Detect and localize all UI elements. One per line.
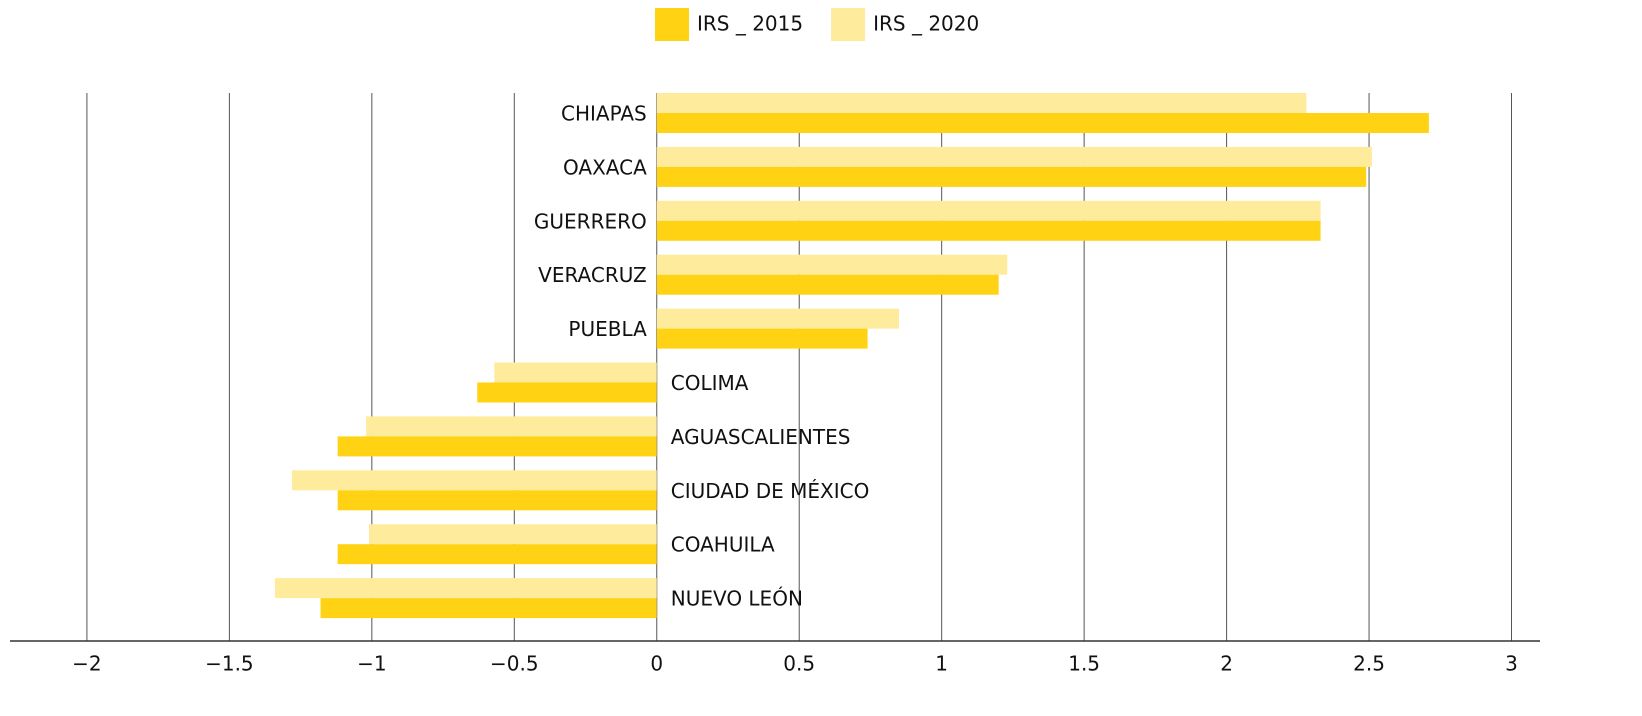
legend-label: IRS _ 2020: [873, 12, 979, 36]
bar: [656, 200, 1321, 221]
x-tick-label: 1: [935, 652, 948, 676]
bar: [656, 146, 1372, 167]
bar: [656, 308, 899, 329]
bar: [656, 274, 999, 295]
legend-swatch: [831, 8, 866, 41]
x-tick-label: −1.5: [205, 652, 254, 676]
bar: [366, 416, 657, 437]
category-label: OAXACA: [563, 155, 647, 179]
category-label: CIUDAD DE MÉXICO: [671, 479, 870, 503]
bar: [337, 436, 657, 457]
bar: [656, 328, 868, 349]
x-tick-label: 3: [1505, 652, 1518, 676]
bar: [656, 113, 1429, 133]
bar: [320, 598, 657, 619]
category-label: CHIAPAS: [561, 102, 647, 126]
x-tick-label: −1: [357, 652, 386, 676]
category-label: GUERRERO: [534, 209, 647, 233]
x-tick-label: 1.5: [1068, 652, 1100, 676]
legend-swatch: [655, 8, 689, 41]
bar: [656, 166, 1367, 187]
bar: [274, 578, 657, 599]
x-tick-label: 2.5: [1353, 652, 1385, 676]
bar: [337, 490, 657, 511]
bar: [494, 362, 657, 383]
bar: [656, 254, 1008, 275]
x-tick-label: 2: [1220, 652, 1233, 676]
bar: [368, 524, 657, 545]
category-label: COLIMA: [671, 371, 749, 395]
bar: [292, 470, 657, 491]
bar: [477, 382, 657, 403]
legend-label: IRS _ 2015: [697, 12, 803, 36]
category-label: COAHUILA: [671, 533, 775, 557]
category-label: VERACRUZ: [538, 263, 647, 287]
bar: [337, 544, 657, 565]
category-label: PUEBLA: [568, 317, 647, 341]
x-tick-label: −0.5: [490, 652, 539, 676]
x-tick-label: 0: [650, 652, 663, 676]
category-label: NUEVO LEÓN: [671, 587, 803, 611]
category-label: AGUASCALIENTES: [671, 425, 851, 449]
bar: [656, 93, 1307, 113]
x-tick-label: 0.5: [783, 652, 815, 676]
x-tick-label: −2: [72, 652, 101, 676]
bar: [656, 220, 1321, 241]
